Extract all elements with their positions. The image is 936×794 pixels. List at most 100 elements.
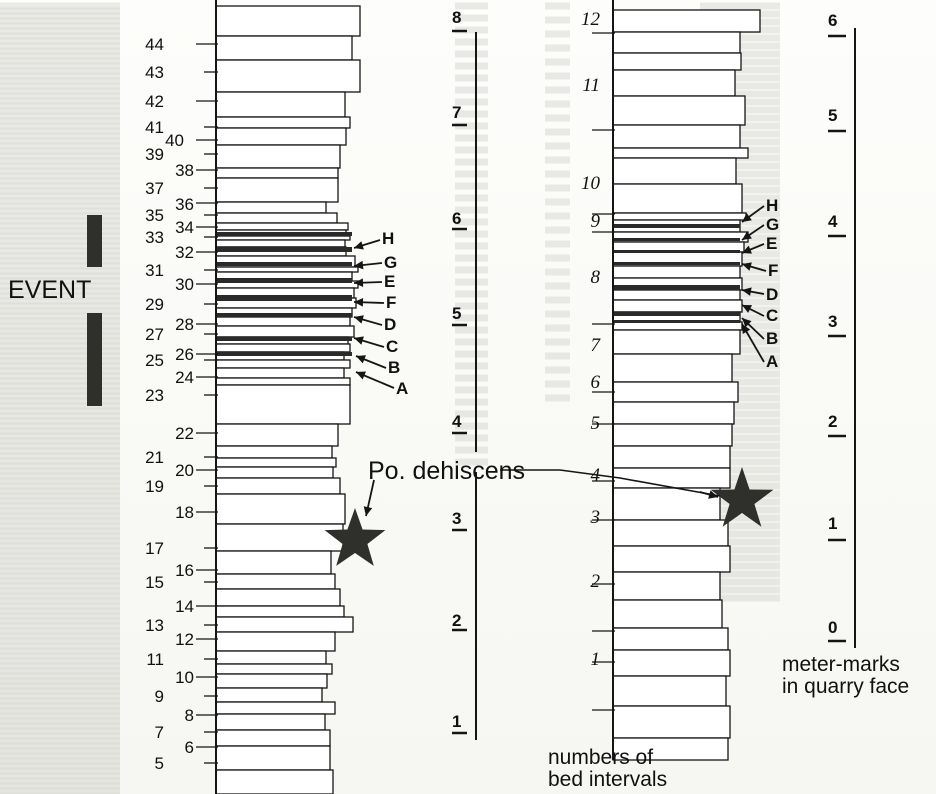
right-bed [612, 157, 737, 185]
right-bed [612, 353, 733, 383]
right-bed [612, 381, 739, 403]
right-bed [612, 212, 747, 221]
right-bed [612, 321, 743, 331]
left-bed [215, 212, 338, 224]
right-bed [612, 487, 721, 521]
taxon-arrow-right-line [500, 469, 721, 497]
right-bed [612, 401, 735, 425]
left-event-letter: B [388, 358, 401, 377]
right-bed-number: 3 [590, 507, 601, 528]
right-bed [612, 124, 741, 149]
caption-bed-line-2: bed intervals [548, 768, 668, 791]
caption-bed-line-1: numbers of [548, 746, 654, 769]
left-bed-number: 35 [145, 206, 164, 225]
right-bed-number: 4 [590, 465, 601, 486]
left-event-letter: E [384, 272, 396, 291]
right-event-letter: C [766, 306, 779, 325]
left-bed-number: 9 [154, 687, 164, 706]
right-event-arrow-head [742, 305, 752, 313]
taxon-star-left [324, 508, 386, 566]
left-bed-number: 24 [175, 368, 194, 387]
right-event-arrow-head [742, 287, 752, 296]
right-bed [612, 445, 731, 469]
left-bed-number: 31 [145, 261, 164, 280]
left-event-bed [217, 278, 352, 283]
right-bed-number: 10 [581, 173, 600, 194]
left-event-bed [217, 295, 352, 301]
left-bed-number: 5 [154, 754, 164, 773]
left-bed-number: 42 [145, 92, 164, 111]
left-bed [215, 367, 345, 379]
left-bed-number: 38 [175, 161, 194, 180]
left-event-bed [217, 247, 352, 252]
right-bed [612, 705, 731, 739]
right-bed-number: 8 [590, 267, 601, 288]
right-meter-mark: 2 [828, 412, 838, 431]
right-event-arrow-head [742, 245, 752, 254]
right-meter-mark: 4 [828, 212, 838, 231]
left-bed [215, 343, 351, 353]
left-bed [215, 523, 344, 552]
left-bed-number: 34 [175, 218, 194, 237]
left-meter-mark: 7 [452, 103, 462, 122]
right-bed [612, 571, 721, 601]
left-bed-number: 14 [175, 597, 194, 616]
taxon-label: Po. dehiscens [368, 457, 526, 485]
right-bed [612, 545, 731, 573]
left-meter-mark: 6 [452, 209, 462, 228]
left-bed-number: 27 [145, 325, 164, 344]
right-meter-mark: 0 [828, 618, 838, 637]
left-bed [215, 713, 326, 731]
left-bed [215, 5, 361, 37]
left-event-arrow-head [354, 336, 364, 345]
caption-meter-line-1: meter-marks [782, 653, 900, 676]
left-bed-number: 13 [145, 616, 164, 635]
left-event-arrow-head [354, 315, 364, 324]
right-bed [612, 467, 731, 489]
left-bed [215, 550, 332, 575]
right-event-letter: H [766, 196, 779, 215]
right-bed-number: 7 [590, 335, 601, 356]
left-bed [215, 384, 351, 425]
left-event-bed [217, 352, 352, 356]
right-meter-mark: 1 [828, 514, 838, 533]
right-bed [612, 52, 742, 71]
left-event-arrow-head [354, 260, 364, 270]
right-bed [612, 627, 729, 651]
left-bed [215, 222, 349, 231]
left-bed [215, 266, 359, 273]
right-bed [612, 299, 743, 313]
left-bed [215, 116, 351, 129]
left-event-arrow-head [354, 241, 364, 250]
right-event-bed [614, 224, 740, 228]
left-bed [215, 477, 341, 495]
right-bed [612, 423, 733, 447]
right-event-arrow-head [742, 318, 752, 328]
right-event-letter: E [766, 234, 778, 253]
left-bed [215, 745, 331, 771]
taxon-arrow-right-head [708, 490, 718, 499]
left-event-letter: H [382, 229, 395, 248]
left-bed-number: 7 [154, 723, 164, 742]
left-bed [215, 91, 346, 118]
left-bed-number: 23 [145, 386, 164, 405]
left-bed [215, 588, 341, 607]
right-event-bed [614, 320, 740, 323]
right-bed [612, 329, 741, 355]
left-bed [215, 177, 339, 203]
left-bed-number: 10 [175, 668, 194, 687]
left-bed [215, 701, 336, 715]
right-event-arrow-head [742, 262, 752, 271]
left-bed [215, 377, 351, 386]
left-event-bed [217, 262, 352, 266]
left-bed-number: 37 [145, 179, 164, 198]
left-bed-number: 30 [175, 275, 194, 294]
right-event-letter: D [766, 285, 779, 304]
left-bed-number: 33 [145, 228, 164, 247]
left-bed-number: 26 [175, 345, 194, 364]
left-bed [215, 445, 333, 459]
left-bed-number: 12 [175, 630, 194, 649]
right-meter-mark: 5 [828, 106, 838, 125]
right-bed [612, 519, 729, 547]
right-bed [612, 265, 741, 279]
